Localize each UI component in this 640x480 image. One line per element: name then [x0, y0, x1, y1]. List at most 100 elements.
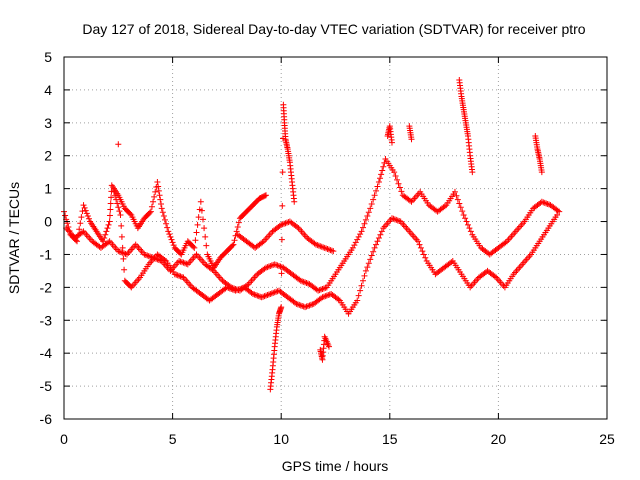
data-point — [168, 236, 175, 243]
data-point — [156, 192, 163, 199]
data-point — [180, 259, 187, 266]
data-point — [364, 264, 371, 271]
data-point — [118, 233, 125, 240]
data-point — [375, 235, 382, 241]
x-tick-label: 10 — [273, 431, 289, 447]
data-point — [265, 263, 272, 270]
data-point — [115, 204, 122, 211]
data-point — [361, 272, 368, 279]
data-point — [394, 176, 401, 183]
data-point — [538, 198, 545, 205]
data-point — [365, 260, 372, 267]
data-point — [370, 196, 377, 203]
data-point — [322, 284, 329, 291]
data-point — [177, 258, 184, 265]
data-point — [278, 304, 285, 311]
data-point — [259, 239, 266, 246]
x-tick-label: 20 — [491, 431, 507, 447]
data-point — [230, 241, 237, 248]
data-point — [79, 208, 86, 215]
data-point — [80, 202, 87, 209]
data-point — [194, 221, 201, 228]
data-point — [395, 180, 402, 187]
data-point — [274, 288, 281, 295]
data-point — [234, 224, 241, 231]
y-tick-labels: -6 -5 -4 -3 -2 -1 0 1 2 3 4 5 — [40, 49, 53, 427]
data-point — [267, 262, 274, 269]
data-point — [448, 259, 455, 266]
x-tick-label: 0 — [60, 431, 68, 447]
data-point — [271, 289, 278, 296]
data-point — [267, 290, 274, 297]
data-point — [177, 273, 184, 280]
data-point — [223, 284, 230, 291]
data-point — [193, 229, 200, 236]
data-point — [265, 291, 272, 298]
data-point — [362, 216, 369, 223]
data-point — [190, 243, 197, 250]
data-point — [107, 206, 114, 213]
data-point — [231, 237, 238, 244]
data-point — [312, 241, 319, 248]
data-point — [268, 290, 275, 297]
y-tick-label: 2 — [44, 148, 52, 164]
data-point — [170, 242, 177, 249]
data-point — [181, 260, 188, 267]
data-point — [415, 238, 422, 245]
data-point — [367, 205, 374, 212]
data-point — [306, 302, 313, 309]
data-point — [371, 192, 378, 199]
data-point — [388, 215, 395, 222]
data-point — [226, 285, 233, 292]
data-point — [291, 198, 298, 205]
data-point — [398, 188, 405, 195]
data-point — [200, 216, 207, 223]
data-point — [202, 233, 209, 240]
data-point — [357, 231, 364, 238]
data-point — [380, 163, 387, 170]
data-point — [323, 245, 330, 252]
data-point — [254, 292, 261, 299]
data-point — [374, 183, 381, 190]
data-point — [278, 236, 285, 243]
data-point — [106, 218, 113, 225]
x-axis-label: GPS time / hours — [282, 458, 389, 474]
data-point — [364, 213, 371, 220]
data-point — [161, 216, 168, 223]
data-point — [396, 184, 403, 191]
data-point — [108, 194, 115, 201]
y-axis-label: SDTVAR / TECUs — [6, 182, 22, 294]
data-point — [330, 248, 337, 255]
data-point — [127, 283, 134, 290]
data-point — [324, 245, 331, 252]
data-point — [391, 169, 398, 176]
chart-title: Day 127 of 2018, Sidereal Day-to-day VTE… — [82, 21, 585, 37]
data-point — [321, 244, 328, 251]
data-point — [358, 228, 365, 235]
y-tick-label: -3 — [40, 312, 53, 328]
data-point — [491, 273, 498, 280]
data-point — [122, 250, 129, 257]
data-point — [319, 286, 326, 293]
data-point — [462, 215, 469, 222]
data-point — [160, 213, 167, 220]
data-point — [144, 252, 151, 259]
data-point — [118, 222, 125, 229]
data-point — [365, 209, 372, 216]
data-point — [191, 244, 198, 251]
data-point — [318, 243, 325, 250]
data-point — [394, 217, 401, 224]
data-point — [155, 183, 162, 190]
data-point — [453, 192, 460, 199]
data-point — [173, 271, 180, 278]
data-point — [148, 203, 155, 210]
data-point — [375, 179, 382, 186]
data-point — [151, 193, 158, 200]
data-point — [317, 243, 324, 250]
data-point — [456, 200, 463, 207]
data-point — [325, 343, 332, 350]
data-point — [368, 252, 375, 259]
data-point — [299, 303, 306, 310]
data-point — [85, 215, 92, 222]
data-point — [228, 286, 235, 293]
